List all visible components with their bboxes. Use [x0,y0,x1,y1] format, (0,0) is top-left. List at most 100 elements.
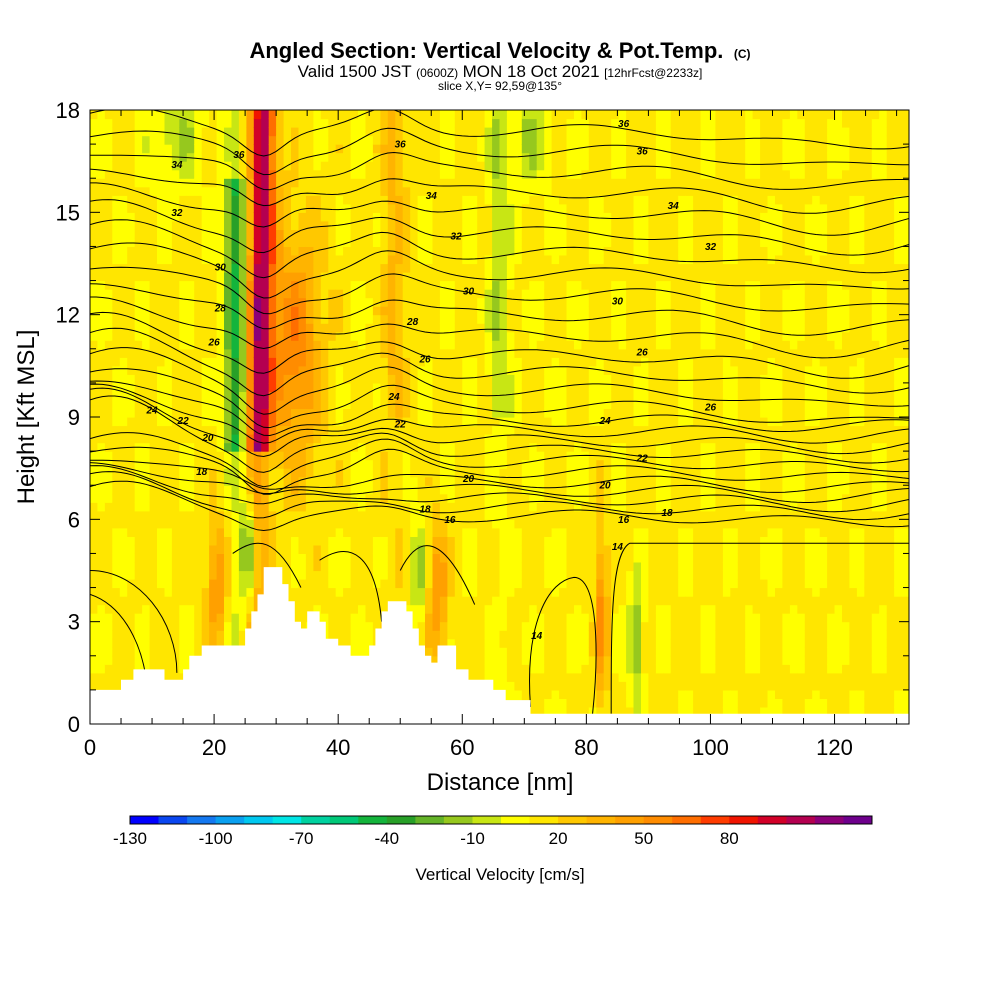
velocity-cell [238,579,247,589]
velocity-cell [112,451,121,461]
velocity-cell [395,220,404,230]
velocity-cell [350,417,359,427]
velocity-cell [499,562,508,572]
velocity-cell [231,613,240,623]
velocity-cell [142,289,151,299]
velocity-cell [551,544,560,554]
velocity-cell [387,527,396,537]
velocity-cell [313,596,322,606]
velocity-cell [112,562,121,572]
velocity-cell [551,638,560,648]
velocity-cell [506,536,515,546]
velocity-cell [149,144,158,154]
velocity-cell [164,348,173,358]
velocity-cell [238,135,247,145]
velocity-cell [134,459,143,469]
velocity-cell [224,621,232,631]
velocity-cell [216,442,225,452]
velocity-cell [462,357,471,367]
velocity-cell [291,220,299,230]
velocity-cell [209,306,218,316]
velocity-cell [283,220,292,230]
velocity-cell [506,570,515,580]
velocity-cell [492,357,501,367]
velocity-cell [499,144,508,154]
velocity-cell [499,229,508,239]
velocity-cell [462,417,471,427]
velocity-cell [492,485,501,495]
velocity-cell [224,306,232,316]
velocity-cell [305,417,314,427]
velocity-cell [581,195,590,205]
velocity-cell [97,135,106,145]
velocity-cell [454,161,463,171]
velocity-cell [454,459,463,469]
velocity-cell [588,613,597,623]
velocity-cell [365,152,374,162]
velocity-cell [104,579,113,589]
velocity-cell [596,340,605,350]
velocity-cell [432,297,441,307]
velocity-cell [544,297,553,307]
velocity-cell [104,127,113,137]
velocity-cell [462,340,471,350]
velocity-cell [581,152,590,162]
velocity-cell [313,314,322,324]
velocity-cell [521,314,530,324]
velocity-cell [566,630,575,640]
velocity-cell [298,340,307,350]
velocity-cell [268,212,277,222]
velocity-cell [97,382,106,392]
velocity-cell [439,579,448,589]
velocity-cell [536,348,545,358]
velocity-cell [238,169,247,179]
velocity-cell [521,570,530,580]
velocity-cell [588,323,597,333]
velocity-cell [186,647,195,657]
velocity-cell [276,135,285,145]
velocity-cell [566,110,575,120]
velocity-cell [268,459,277,469]
velocity-cell [216,374,225,384]
velocity-cell [350,365,359,375]
velocity-cell [90,638,98,648]
velocity-cell [298,382,307,392]
velocity-cell [372,289,381,299]
velocity-cell [529,510,538,520]
velocity-cell [298,152,307,162]
velocity-cell [514,255,523,265]
velocity-cell [194,399,203,409]
velocity-cell [127,289,136,299]
velocity-cell [179,263,188,273]
velocity-cell [372,451,381,461]
velocity-cell [119,621,128,631]
velocity-cell [276,417,285,427]
velocity-cell [432,527,441,537]
velocity-cell [358,391,366,401]
velocity-cell [97,169,106,179]
velocity-cell [506,434,515,444]
velocity-cell [97,331,106,341]
velocity-cell [186,169,195,179]
velocity-cell [238,587,247,597]
velocity-cell [566,596,575,606]
velocity-cell [402,553,411,563]
velocity-cell [149,562,158,572]
velocity-cell [410,570,419,580]
velocity-cell [194,152,203,162]
velocity-cell [238,613,247,623]
velocity-cell [596,493,605,503]
velocity-cell [149,399,158,409]
velocity-cell [469,220,478,230]
velocity-cell [216,212,225,222]
velocity-cell [439,118,448,128]
velocity-cell [179,417,188,427]
velocity-cell [127,527,136,537]
velocity-cell [305,229,314,239]
velocity-cell [365,382,374,392]
velocity-cell [544,655,553,665]
velocity-cell [425,212,433,222]
velocity-cell [514,596,523,606]
velocity-cell [291,152,299,162]
velocity-cell [127,178,136,188]
